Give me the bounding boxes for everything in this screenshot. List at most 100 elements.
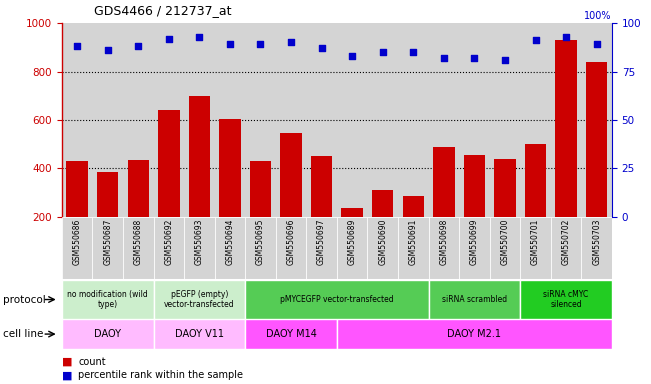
Bar — [525, 144, 546, 265]
Text: ■: ■ — [62, 370, 72, 381]
Bar — [123, 23, 154, 217]
Point — [378, 49, 388, 55]
Bar — [189, 96, 210, 265]
Text: GSM550700: GSM550700 — [501, 219, 510, 265]
Text: GSM550689: GSM550689 — [348, 219, 357, 265]
Bar — [459, 217, 490, 280]
Bar — [342, 209, 363, 265]
Text: GSM550694: GSM550694 — [225, 219, 234, 265]
Bar — [250, 161, 271, 265]
Bar — [520, 217, 551, 280]
Point — [102, 47, 113, 53]
Text: DAOY M2.1: DAOY M2.1 — [447, 329, 501, 339]
Text: DAOY V11: DAOY V11 — [175, 329, 224, 339]
Text: siRNA cMYC
silenced: siRNA cMYC silenced — [544, 290, 589, 309]
Bar — [184, 23, 215, 217]
Bar — [551, 217, 581, 280]
Bar — [92, 23, 123, 217]
Bar — [555, 40, 577, 265]
Text: GSM550703: GSM550703 — [592, 219, 601, 265]
Bar — [215, 23, 245, 217]
Text: GSM550696: GSM550696 — [286, 219, 296, 265]
Point — [163, 35, 174, 41]
Bar — [128, 160, 149, 265]
Bar — [459, 23, 490, 217]
Bar — [97, 172, 118, 265]
Bar — [66, 161, 88, 265]
Bar — [219, 119, 241, 265]
Point — [255, 41, 266, 48]
Bar — [490, 217, 520, 280]
Bar — [307, 23, 337, 217]
Bar — [184, 217, 215, 280]
Bar — [428, 217, 459, 280]
Text: GSM550690: GSM550690 — [378, 219, 387, 265]
Text: ■: ■ — [62, 356, 72, 367]
Point — [439, 55, 449, 61]
Bar — [245, 319, 337, 349]
Text: percentile rank within the sample: percentile rank within the sample — [78, 370, 243, 381]
Bar — [215, 217, 245, 280]
Bar — [490, 23, 520, 217]
Point — [72, 43, 82, 50]
Bar — [551, 23, 581, 217]
Text: GDS4466 / 212737_at: GDS4466 / 212737_at — [94, 4, 232, 17]
Bar — [428, 280, 520, 319]
Bar — [520, 23, 551, 217]
Bar — [281, 133, 302, 265]
Bar — [123, 217, 154, 280]
Point — [561, 33, 572, 40]
Bar — [398, 217, 428, 280]
Bar — [245, 23, 276, 217]
Bar — [398, 23, 428, 217]
Bar — [154, 280, 245, 319]
Point — [408, 49, 419, 55]
Bar — [92, 217, 123, 280]
Text: count: count — [78, 356, 105, 367]
Text: GSM550697: GSM550697 — [317, 219, 326, 265]
Bar — [307, 217, 337, 280]
Point — [531, 37, 541, 43]
Bar — [581, 23, 612, 217]
Bar — [367, 217, 398, 280]
Text: GSM550701: GSM550701 — [531, 219, 540, 265]
Point — [592, 41, 602, 48]
Text: GSM550688: GSM550688 — [133, 219, 143, 265]
Text: siRNA scrambled: siRNA scrambled — [442, 295, 507, 304]
Text: GSM550702: GSM550702 — [562, 219, 570, 265]
Bar — [586, 62, 607, 265]
Bar — [154, 23, 184, 217]
Bar — [311, 156, 332, 265]
Bar — [62, 217, 92, 280]
Text: GSM550687: GSM550687 — [104, 219, 112, 265]
Bar — [520, 280, 612, 319]
Point — [286, 40, 296, 46]
Text: pEGFP (empty)
vector-transfected: pEGFP (empty) vector-transfected — [164, 290, 234, 309]
Bar — [158, 110, 180, 265]
Text: cell line: cell line — [3, 329, 44, 339]
Bar — [62, 23, 92, 217]
Bar — [494, 159, 516, 265]
Bar — [337, 319, 612, 349]
Bar — [154, 217, 184, 280]
Bar — [428, 23, 459, 217]
Point — [133, 43, 143, 50]
Text: protocol: protocol — [3, 295, 46, 305]
Point — [469, 55, 480, 61]
Point — [225, 41, 235, 48]
Bar — [402, 196, 424, 265]
Point — [500, 57, 510, 63]
Bar — [372, 190, 393, 265]
Bar — [337, 217, 367, 280]
Text: GSM550699: GSM550699 — [470, 219, 479, 265]
Bar — [154, 319, 245, 349]
Bar — [245, 280, 428, 319]
Text: 100%: 100% — [585, 11, 612, 21]
Bar — [337, 23, 367, 217]
Bar — [62, 280, 154, 319]
Bar — [245, 217, 276, 280]
Point — [347, 53, 357, 59]
Bar — [367, 23, 398, 217]
Text: GSM550691: GSM550691 — [409, 219, 418, 265]
Point — [316, 45, 327, 51]
